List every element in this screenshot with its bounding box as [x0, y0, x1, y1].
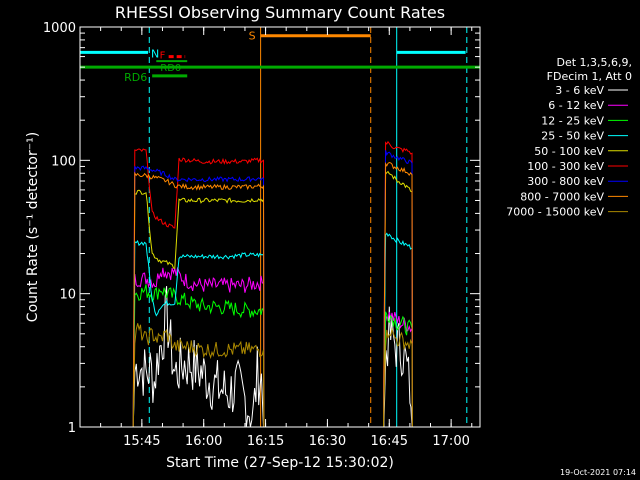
series-line-5-segment-1 — [132, 189, 265, 428]
y-axis-label-text: Count Rate (s⁻¹ detector⁻¹) — [25, 132, 41, 322]
y-tick-label-4: 1000 — [43, 21, 76, 36]
front-flag-label: F — [160, 51, 166, 62]
x-tick-label-6: 17:00 — [432, 434, 469, 449]
series-line-3-segment-2 — [383, 311, 413, 428]
legend-label-9: 7000 - 15000 keV — [506, 206, 604, 219]
legend-header-1: Det 1,3,5,6,9, — [556, 56, 632, 69]
axis-ticks: 15:45 16:00 16:15 16:30 16:45 17:00 1 10 100 1000 — [43, 21, 480, 449]
x-tick-label-4: 16:30 — [309, 434, 346, 449]
x-tick-label-2: 16:00 — [185, 434, 222, 449]
legend-label-6: 100 - 300 keV — [527, 160, 604, 173]
x-tick-label-1: 15:45 — [123, 434, 160, 449]
plot-frame — [79, 26, 481, 428]
x-tick-label-3: 16:15 — [247, 434, 284, 449]
series-line-2-segment-1 — [132, 267, 265, 428]
saa-flag-label: S — [249, 30, 256, 43]
legend-label-8: 800 - 7000 keV — [520, 190, 604, 203]
series-line-8-segment-2 — [383, 161, 413, 428]
series-line-7-segment-1 — [132, 165, 265, 428]
series-line-8-segment-1 — [132, 171, 265, 428]
series-line-5-segment-2 — [383, 170, 413, 428]
series-line-7-segment-2 — [383, 150, 413, 428]
series-layer — [132, 140, 413, 428]
x-tick-label-5: 16:45 — [371, 434, 408, 449]
rd6-flag-label: RD6 — [124, 71, 147, 84]
chart-title: RHESSI Observing Summary Count Rates — [115, 3, 445, 22]
y-tick-label-1: 1 — [68, 421, 76, 436]
series-line-9-segment-1 — [132, 323, 265, 428]
series-line-3-segment-1 — [132, 284, 265, 428]
footer-timestamp: 19-Oct-2021 07:14 — [560, 468, 636, 477]
night-flag-label: N — [151, 47, 159, 60]
y-tick-label-3: 100 — [51, 154, 76, 169]
series-line-9-segment-2 — [383, 327, 413, 428]
legend-label-1: 3 - 6 keV — [555, 84, 604, 97]
y-axis-label: Count Rate (s⁻¹ detector⁻¹) — [25, 132, 41, 322]
x-axis-label: Start Time (27-Sep-12 15:30:02) — [166, 455, 394, 471]
series-line-4-segment-2 — [383, 232, 413, 428]
rd0-flag-label: RD0 — [160, 63, 181, 74]
legend-header-2: FDecim 1, Att 0 — [547, 70, 632, 83]
series-line-4-segment-1 — [132, 240, 265, 428]
series-line-1-segment-1 — [132, 286, 264, 428]
series-line-6-segment-2 — [383, 140, 413, 428]
legend-label-2: 6 - 12 keV — [548, 99, 604, 112]
legend: Det 1,3,5,6,9,FDecim 1, Att 03 - 6 keV 6 … — [506, 56, 632, 219]
legend-label-3: 12 - 25 keV — [541, 114, 604, 127]
series-line-6-segment-1 — [132, 148, 265, 428]
y-tick-label-2: 10 — [59, 288, 76, 303]
legend-label-5: 50 - 100 keV — [534, 145, 604, 158]
legend-label-7: 300 - 800 keV — [527, 175, 604, 188]
legend-label-4: 25 - 50 keV — [541, 130, 604, 143]
